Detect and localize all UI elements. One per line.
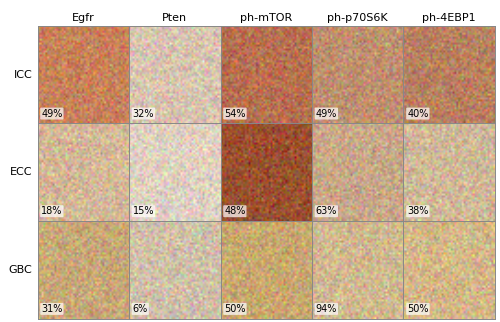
Text: Egfr: Egfr: [72, 13, 94, 23]
Text: 54%: 54%: [224, 109, 246, 118]
Text: ph-4EBP1: ph-4EBP1: [422, 13, 476, 23]
Text: ICC: ICC: [14, 70, 32, 80]
Text: 18%: 18%: [41, 206, 62, 216]
Text: 50%: 50%: [407, 304, 428, 314]
Text: 49%: 49%: [41, 109, 62, 118]
Text: 6%: 6%: [132, 304, 148, 314]
Text: Pten: Pten: [162, 13, 188, 23]
Text: 31%: 31%: [41, 304, 62, 314]
Text: 63%: 63%: [316, 206, 337, 216]
Text: GBC: GBC: [9, 265, 32, 275]
Text: 50%: 50%: [224, 304, 246, 314]
Text: ECC: ECC: [10, 167, 32, 177]
Text: 38%: 38%: [407, 206, 428, 216]
Text: ph-p70S6K: ph-p70S6K: [328, 13, 388, 23]
Text: 94%: 94%: [316, 304, 337, 314]
Text: 49%: 49%: [316, 109, 337, 118]
Text: 40%: 40%: [407, 109, 428, 118]
Text: 15%: 15%: [132, 206, 154, 216]
Text: 32%: 32%: [132, 109, 154, 118]
Text: 48%: 48%: [224, 206, 246, 216]
Text: ph-mTOR: ph-mTOR: [240, 13, 292, 23]
